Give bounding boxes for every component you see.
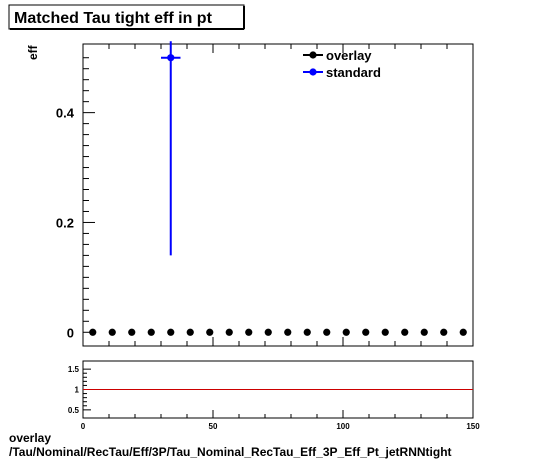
ratio-y-tick-label: 1.5 [68, 365, 80, 374]
ratio-x-tick-label: 0 [81, 422, 86, 431]
data-point-overlay [264, 328, 272, 336]
ratio-x-axis: 0 50 100 150 [81, 410, 480, 431]
data-point-overlay [284, 328, 292, 336]
main-y-tick-label: 0 [67, 325, 74, 340]
y-axis-label: eff [26, 44, 40, 60]
main-x-axis [82, 44, 474, 346]
ratio-x-tick-label: 100 [336, 422, 350, 431]
data-point-overlay [303, 328, 311, 336]
data-point-overlay [89, 328, 97, 336]
legend-label-standard: standard [326, 65, 381, 80]
main-y-axis: 0 0.2 0.4 [56, 57, 95, 340]
main-plot-frame [82, 43, 474, 347]
data-point-overlay [381, 328, 389, 336]
data-point-overlay [440, 328, 448, 336]
data-point-overlay [147, 328, 155, 336]
data-point-overlay [186, 328, 194, 336]
footer-line-1: overlay [9, 431, 51, 445]
chart-title: Matched Tau tight eff in pt [14, 10, 213, 27]
data-point-overlay [323, 328, 331, 336]
main-y-tick-label: 0.2 [56, 215, 74, 230]
ratio-y-tick-label: 0.5 [68, 406, 80, 415]
data-point-overlay [401, 328, 409, 336]
legend: overlay standard [303, 48, 381, 80]
data-point-standard [167, 54, 175, 62]
data-point-overlay [342, 328, 350, 336]
data-point-overlay [167, 328, 175, 336]
footer-line-2: /Tau/Nominal/RecTau/Eff/3P/Tau_Nominal_R… [9, 445, 452, 459]
data-point-overlay [206, 328, 214, 336]
legend-entry-standard: standard [303, 65, 381, 80]
data-point-overlay [108, 328, 116, 336]
legend-entry-overlay: overlay [303, 48, 372, 63]
legend-label-overlay: overlay [326, 48, 372, 63]
data-point-overlay [420, 328, 428, 336]
data-point-overlay [459, 328, 467, 336]
ratio-x-tick-label: 50 [209, 422, 218, 431]
data-point-overlay [128, 328, 136, 336]
main-y-tick-label: 0.4 [56, 106, 75, 121]
data-point-overlay [362, 328, 370, 336]
data-point-overlay [225, 328, 233, 336]
ratio-x-tick-label: 150 [466, 422, 480, 431]
data-point-overlay [245, 328, 253, 336]
title-box: Matched Tau tight eff in pt [8, 4, 245, 30]
ratio-y-tick-label: 1 [75, 386, 80, 395]
main-plot-marks [89, 41, 467, 336]
